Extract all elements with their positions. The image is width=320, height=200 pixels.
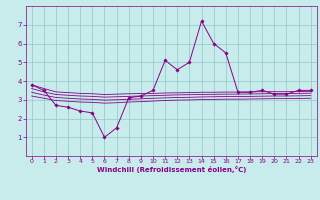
- X-axis label: Windchill (Refroidissement éolien,°C): Windchill (Refroidissement éolien,°C): [97, 166, 246, 173]
